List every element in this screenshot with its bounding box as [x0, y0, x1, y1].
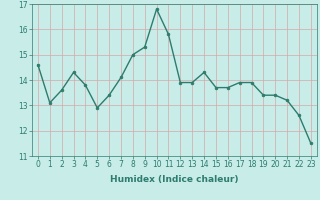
X-axis label: Humidex (Indice chaleur): Humidex (Indice chaleur): [110, 175, 239, 184]
